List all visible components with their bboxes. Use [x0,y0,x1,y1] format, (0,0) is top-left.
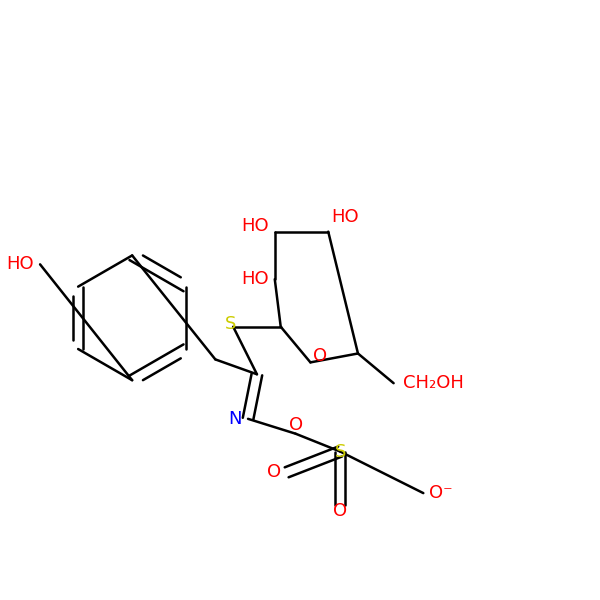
Text: HO: HO [241,217,269,235]
Text: HO: HO [241,270,269,288]
Text: N: N [229,410,242,428]
Text: O: O [313,347,328,365]
Text: CH₂OH: CH₂OH [403,374,463,392]
Text: O: O [266,463,281,481]
Text: S: S [334,443,346,461]
Text: O⁻: O⁻ [429,484,453,502]
Text: HO: HO [331,208,359,226]
Text: O: O [289,416,302,434]
Text: O: O [333,502,347,520]
Text: S: S [224,315,236,333]
Text: HO: HO [7,256,34,274]
